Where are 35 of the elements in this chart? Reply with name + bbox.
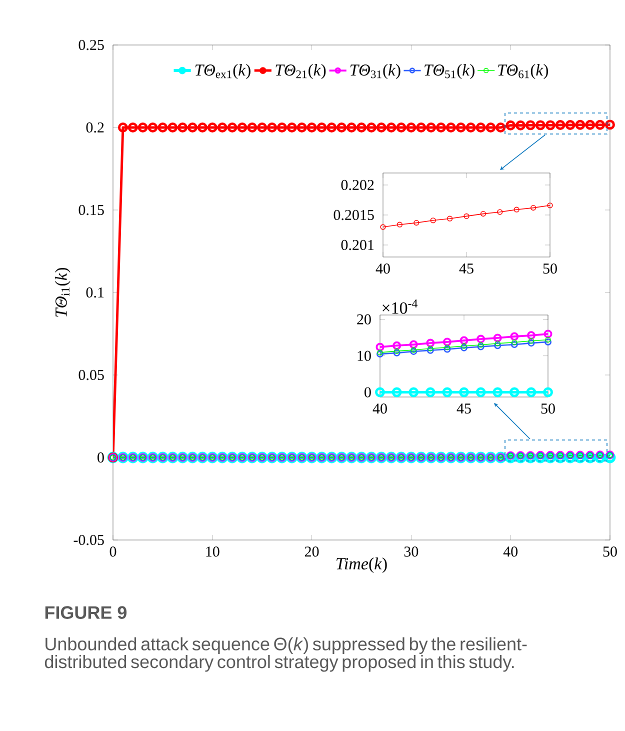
x-tick-label: 0 (110, 546, 116, 557)
y-axis-title: TΘ$_{i1}$(k) (54, 268, 70, 317)
x-tick-label: 40 (376, 264, 390, 274)
y-tick-label: 0.05 (78, 370, 104, 380)
legend-label: TΘ$_{31}$(k) (350, 64, 400, 80)
y-tick-label: 0 (364, 387, 371, 398)
y-tick-label: -0.05 (74, 534, 104, 546)
annotation: ×10$^{-4}$ (382, 300, 418, 314)
x-tick-label: 40 (503, 546, 518, 557)
legend-label: TΘ$_{ex1}$(k) (195, 64, 250, 80)
legend-label: TΘ$_{21}$(k) (276, 64, 326, 80)
x-tick-label: 50 (543, 264, 557, 274)
y-tick-label: 0.201 (341, 240, 374, 250)
x-tick-label: 20 (304, 546, 319, 557)
y-tick-label: 0.25 (78, 40, 104, 50)
y-tick-label: 0.15 (78, 204, 104, 216)
x-tick-label: 40 (372, 404, 387, 414)
caption: FIGURE 9 (45, 606, 127, 619)
x-tick-label: 45 (456, 404, 471, 414)
y-tick-label: 10 (358, 350, 371, 361)
x-tick-label: 45 (459, 264, 474, 274)
y-tick-label: 0 (98, 452, 104, 463)
legend-label: TΘ$_{61}$(k) (498, 64, 548, 80)
legend-label: TΘ$_{51}$(k) (424, 64, 474, 80)
x-tick-label: 10 (206, 546, 220, 557)
y-tick-label: 20 (357, 314, 371, 324)
y-tick-label: 0.2 (86, 122, 104, 133)
x-axis-title: Time(k) (336, 558, 387, 573)
y-tick-label: 0.2015 (334, 210, 374, 220)
x-tick-label: 50 (541, 404, 555, 414)
x-tick-label: 50 (603, 546, 617, 557)
x-tick-label: 30 (404, 546, 418, 557)
y-tick-label: 0.1 (86, 287, 104, 298)
y-tick-label: 0.202 (341, 180, 374, 190)
text: Unbounded attack sequence Θ(k) suppressed by the resilient-distributed secondary control strategy proposed in this study. (44, 637, 527, 672)
